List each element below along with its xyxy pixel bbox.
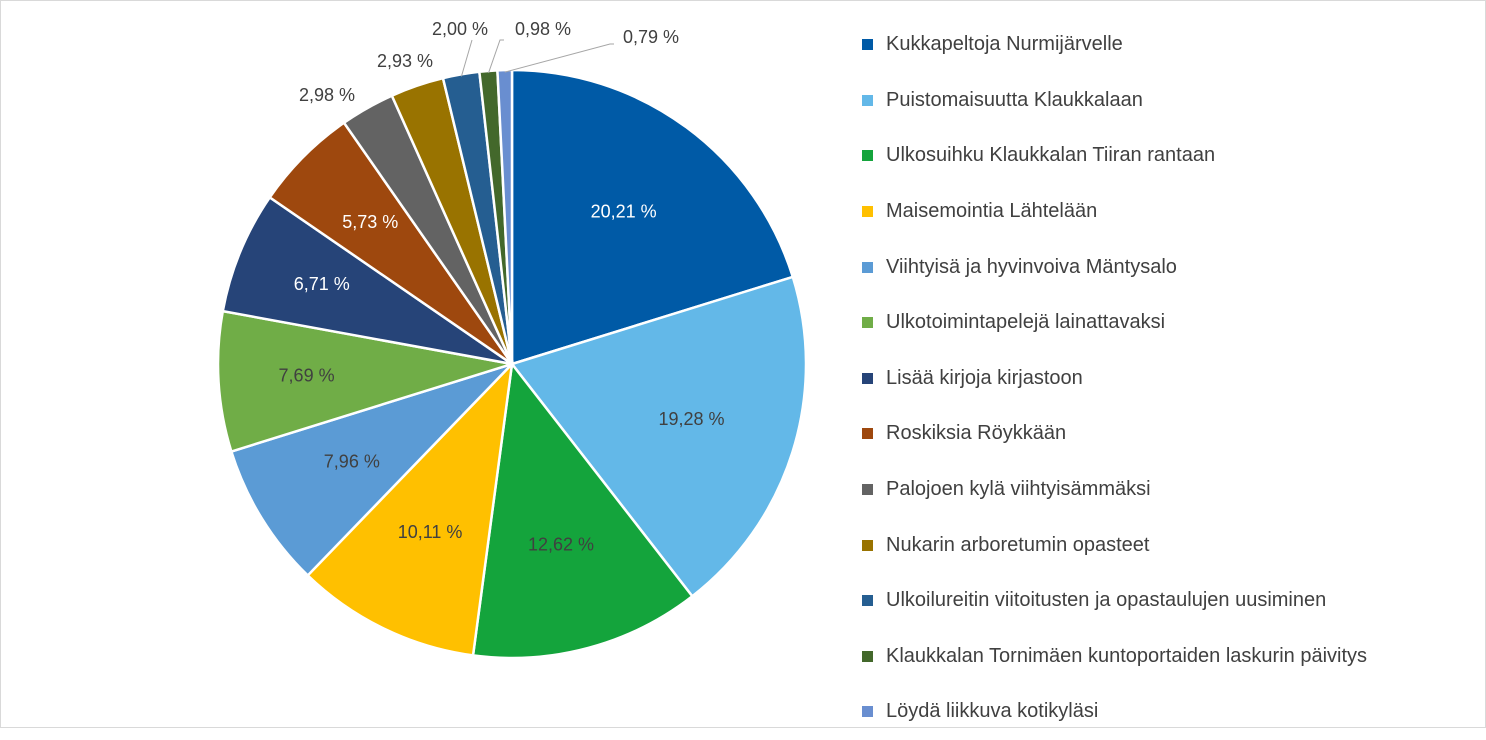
pie-slice	[229, 362, 513, 578]
legend-label: Löydä liikkuva kotikyläsi	[886, 700, 1099, 723]
legend-swatch	[862, 372, 873, 384]
legend-item: Kukkapeltoja Nurmijärvelle	[862, 17, 1472, 73]
slice-value-label: 2,98 %	[299, 85, 355, 105]
legend-swatch	[862, 261, 873, 273]
legend-item: Ulkotoimintapelejä lainattavaksi	[862, 295, 1472, 351]
legend-swatch	[862, 595, 873, 607]
slice-value-label: 10,11 %	[398, 522, 463, 542]
pie-slice	[216, 309, 513, 454]
legend-swatch	[862, 206, 873, 218]
legend-item: Roskiksia Röykkään	[862, 406, 1472, 462]
legend-label: Ulkotoimintapelejä lainattavaksi	[886, 311, 1166, 334]
slice-value-label: 2,93 %	[377, 51, 433, 71]
legend-label: Ulkoilureitin viitoitusten ja opastauluj…	[886, 589, 1327, 612]
legend-swatch	[862, 706, 873, 718]
legend-item: Maisemointia Lähtelään	[862, 184, 1472, 240]
legend-label: Klaukkalan Tornimäen kuntoportaiden lask…	[886, 644, 1368, 667]
legend-label: Palojoen kylä viihtyisämmäksi	[886, 478, 1151, 501]
legend-label: Puistomaisuutta Klaukkalaan	[886, 88, 1143, 111]
legend-item: Lisää kirjoja kirjastoon	[862, 351, 1472, 407]
legend-item: Palojoen kylä viihtyisämmäksi	[862, 462, 1472, 518]
slice-value-label: 0,79 %	[623, 27, 679, 47]
legend-label: Roskiksia Röykkään	[886, 422, 1067, 445]
slice-value-label: 7,69 %	[279, 365, 335, 385]
legend-swatch	[862, 39, 873, 51]
legend-label: Ulkosuihku Klaukkalan Tiiran rantaan	[886, 144, 1216, 167]
legend-swatch	[862, 428, 873, 440]
pie-slice	[509, 275, 808, 598]
legend-item: Ulkoilureitin viitoitusten ja opastauluj…	[862, 573, 1472, 629]
slice-value-label: 19,28 %	[658, 409, 724, 429]
legend-swatch	[862, 539, 873, 551]
pie-slice	[510, 68, 795, 366]
slice-value-label: 6,71 %	[294, 274, 350, 294]
slice-value-label: 7,96 %	[324, 452, 380, 472]
legend-label: Lisää kirjoja kirjastoon	[886, 366, 1083, 389]
legend-swatch	[862, 317, 873, 329]
legend-swatch	[862, 484, 873, 496]
pie-slice	[471, 360, 695, 660]
pie-slice	[221, 195, 513, 366]
legend-swatch	[862, 150, 873, 162]
leader-line	[460, 39, 473, 77]
legend-swatch	[862, 650, 873, 662]
leader-line	[488, 39, 504, 74]
legend-swatch	[862, 94, 873, 106]
pie-slice	[305, 360, 514, 657]
legend-item: Puistomaisuutta Klaukkalaan	[862, 73, 1472, 129]
legend-label: Kukkapeltoja Nurmijärvelle	[886, 33, 1123, 56]
slice-value-label: 0,98 %	[515, 19, 571, 39]
legend-label: Maisemointia Lähtelään	[886, 200, 1098, 223]
legend-item: Nukarin arboretumin opasteet	[862, 517, 1472, 573]
slice-value-label: 2,00 %	[432, 19, 488, 39]
slice-value-label: 5,73 %	[342, 212, 398, 232]
legend-item: Klaukkalan Tornimäen kuntoportaiden lask…	[862, 629, 1472, 685]
legend-item: Ulkosuihku Klaukkalan Tiiran rantaan	[862, 128, 1472, 184]
legend-label: Nukarin arboretumin opasteet	[886, 533, 1150, 556]
pie-chart: 20,21 % 19,28 % 12,62 % 10,11 % 7,96 % 7,69 %…	[216, 19, 808, 660]
slice-value-label: 12,62 %	[528, 534, 594, 554]
leader-line	[504, 43, 614, 73]
slice-value-label: 20,21 %	[591, 201, 657, 221]
legend-item: Viihtyisä ja hyvinvoiva Mäntysalo	[862, 239, 1472, 295]
chart-legend: Kukkapeltoja Nurmijärvelle Puistomaisuut…	[862, 17, 1472, 740]
legend-item: Löydä liikkuva kotikyläsi	[862, 684, 1472, 740]
legend-label: Viihtyisä ja hyvinvoiva Mäntysalo	[886, 255, 1177, 278]
